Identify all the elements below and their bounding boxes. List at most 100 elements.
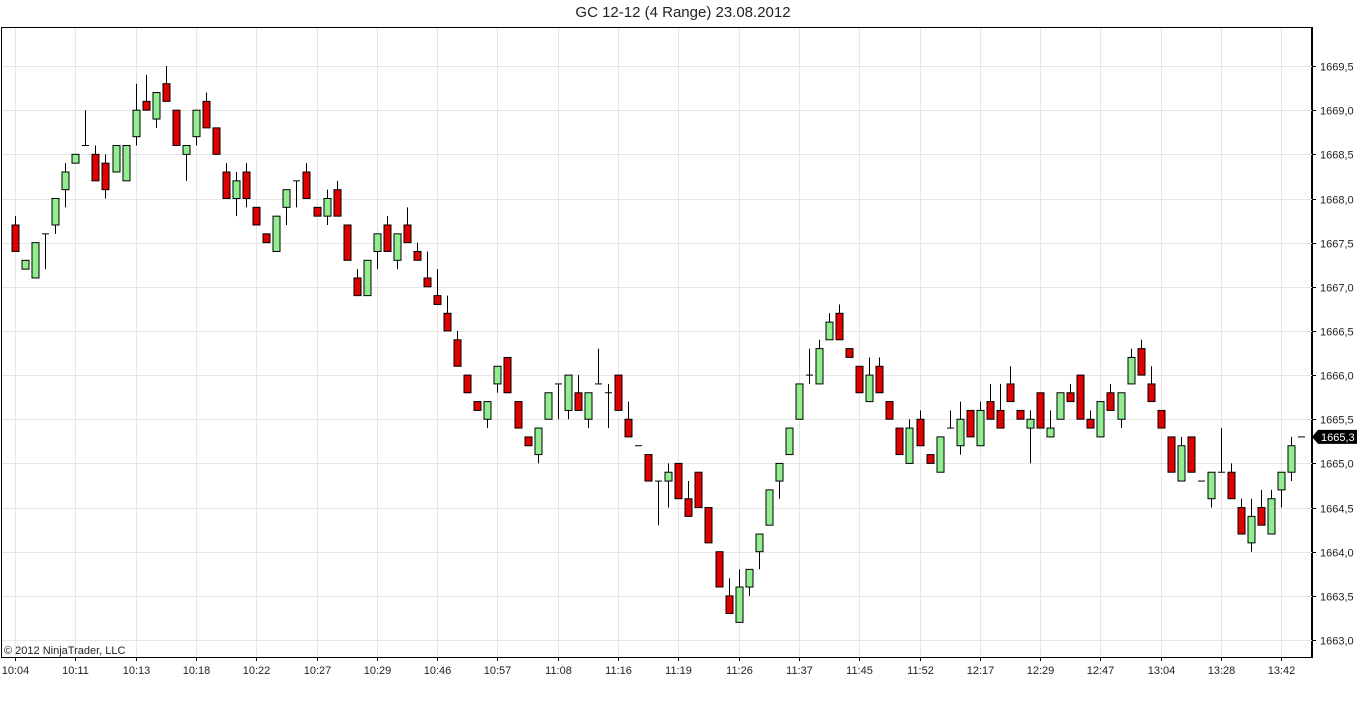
x-tick-label: 11:37 [786,665,813,677]
candle-body-up [393,233,402,261]
candle [51,198,60,234]
candle [192,109,201,146]
candle [895,427,904,456]
candle [302,163,311,199]
candle-body-down [1106,392,1115,411]
candle [595,348,602,385]
candle-body-up [21,259,30,270]
x-tick-label: 11:19 [665,665,692,677]
candle [363,259,372,297]
x-tick-label: 10:04 [2,665,30,677]
copyright-text: © 2012 NinjaTrader, LLC [4,645,125,657]
candle-body-up [483,401,492,420]
candle-body-up [363,259,372,297]
y-tick-label: 1666,5 [1320,327,1354,339]
candle [262,233,271,244]
candle [172,109,181,147]
candle [806,348,813,384]
candle [905,419,914,464]
candle [293,180,300,208]
candle [674,462,683,500]
candle-body-up [956,418,965,447]
candle [534,427,543,464]
candle-body-up [493,365,502,385]
candle [514,401,523,429]
candle [755,533,764,570]
candle [42,233,49,270]
candles [11,66,1305,623]
y-tick-label: 1667,0 [1320,283,1354,295]
candle-body-up [775,462,784,482]
candle [313,206,322,217]
candle-body-down [1066,392,1075,403]
candle-body-down [453,339,462,367]
candle-body-down [1036,392,1045,429]
candle [655,480,662,526]
candle-body-down [524,436,533,447]
candle-body-up [152,92,161,120]
candle [996,383,1005,429]
candle [493,365,502,393]
candle-body-down [1016,409,1025,420]
candle-body-down [614,374,623,411]
candle-body-down [885,401,894,420]
y-tick-label: 1666,0 [1320,371,1354,383]
x-tick-label: 10:11 [62,665,89,677]
candle-body-down [353,277,362,297]
candle-body-down [1237,507,1246,535]
candle-body-up [272,215,281,252]
candle [1106,383,1115,411]
candle-body-down [262,233,271,244]
candle [1117,392,1126,429]
y-tick-label: 1669,0 [1320,106,1354,118]
candle [694,471,703,509]
x-tick-label: 10:57 [484,665,512,677]
candle-body-down [926,454,935,464]
candle-body-down [1137,348,1146,376]
candle [383,216,392,252]
candle-body-up [1287,445,1296,473]
candle [544,392,553,420]
candle-body-down [302,171,311,199]
candle-body-up [534,427,543,456]
candle-body-up [31,242,40,279]
candle [1187,436,1196,473]
candle-body-up [936,436,945,473]
candle-body-down [433,295,442,305]
candle [333,180,342,217]
candle-body-down [162,83,171,102]
candle-body-up [1267,498,1276,535]
candle-body-down [715,551,724,588]
candle-body-down [514,401,523,429]
x-tick-label: 11:16 [605,665,632,677]
candle [473,401,482,411]
candle [403,207,412,244]
candle [1207,471,1216,508]
candle [916,410,925,447]
x-tick-label: 12:29 [1027,665,1055,677]
candle-body-down [1257,507,1266,526]
x-tick-label: 10:46 [424,665,452,677]
grid [2,28,1312,657]
candle [182,145,191,181]
candle-body-up [584,392,593,420]
candle [443,295,452,332]
candle [503,356,512,394]
candle-body-down [343,224,352,261]
candle [785,427,794,456]
candle [1287,436,1296,482]
candle [393,233,402,270]
y-tick-label: 1668,0 [1320,195,1354,207]
candle [142,74,151,111]
candle [71,153,80,164]
candle [1076,374,1085,420]
candle-body-down [684,498,693,517]
candle [31,242,40,279]
candle-body-up [282,189,291,208]
x-axis: 10:04 10:11 10:13 10:18 10:22 10:27 10:29 10:46… [2,657,1295,677]
candle-body-up [1026,418,1035,429]
last-price-label: 1665,3 [1321,432,1355,444]
candle-body-down [574,392,583,411]
candle-body-up [323,198,332,217]
